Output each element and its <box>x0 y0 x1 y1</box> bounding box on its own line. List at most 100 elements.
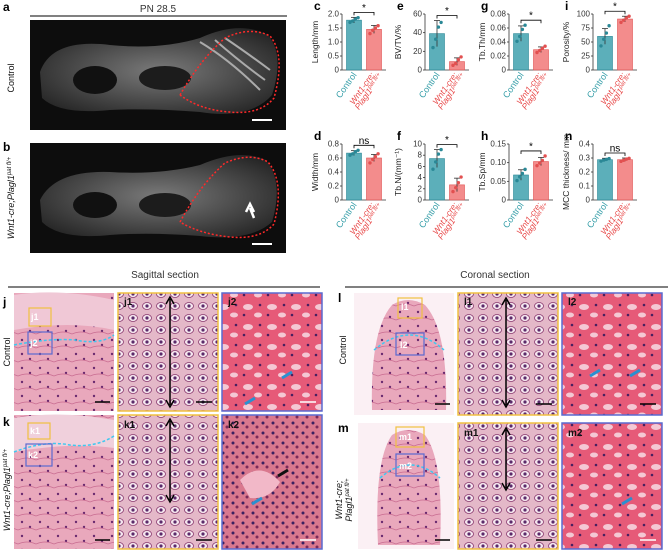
y-tick-label: 0.2 <box>579 168 591 177</box>
y-tick-label: 6 <box>418 162 423 171</box>
row-label-mutant-line1: Wnt1-cre; <box>334 480 344 520</box>
panel-letter-e: e <box>397 0 404 13</box>
inset-box-2 <box>395 332 425 356</box>
data-point <box>348 20 352 25</box>
bar-mutant <box>533 161 549 201</box>
significance-bracket <box>520 150 542 154</box>
panel-k: k Wnt1-cre;Plagl1pat fl/+ k1 k2 k1 k2 <box>2 414 323 550</box>
data-point <box>622 18 626 22</box>
data-point <box>535 50 539 55</box>
ct-cavity <box>139 193 191 217</box>
inset-box-2 <box>25 443 53 467</box>
y-axis-label: Tb.N/(mm⁻¹) <box>393 148 403 196</box>
data-point <box>622 158 626 162</box>
inset-box-1 <box>395 426 425 448</box>
panel-letter-n: n <box>565 129 572 143</box>
bar-mutant <box>366 29 382 71</box>
data-point <box>434 160 438 164</box>
data-point <box>368 161 372 165</box>
y-tick-label: 0 <box>418 66 423 75</box>
inset-box-1 <box>28 307 52 327</box>
ct-cavity <box>73 192 117 218</box>
y-tick-label: 25 <box>581 52 590 61</box>
y-tick-label: 100 <box>577 10 591 19</box>
y-tick-label: 0 <box>502 66 507 75</box>
condyle-shape <box>377 430 441 545</box>
significance-label: * <box>529 11 533 22</box>
arrow-icon <box>244 201 256 219</box>
bar-control <box>346 19 362 71</box>
y-tick-label: 4 <box>418 173 423 182</box>
data-point <box>520 27 525 32</box>
histology-inset-l2 <box>561 292 663 416</box>
data-point <box>599 159 603 163</box>
y-tick-label: 0 <box>586 196 591 205</box>
arrowhead <box>165 417 175 504</box>
data-point <box>523 167 527 172</box>
inset-box-2 <box>27 331 53 355</box>
data-point <box>456 58 461 62</box>
y-tick-label: 0.02 <box>490 52 506 61</box>
inset-box-1 <box>397 297 423 319</box>
data-point <box>451 189 455 194</box>
bar-charts: cLength/mm00.51.01.52.0*ControlWnt1-cre;… <box>310 0 637 241</box>
data-point <box>602 37 606 41</box>
data-point <box>619 159 623 164</box>
y-tick-label: 20 <box>413 47 422 56</box>
data-point <box>371 28 375 32</box>
data-point <box>604 31 609 35</box>
chart-i: iPorosity/%0255075100*ControlWnt1-cre;Pl… <box>561 0 637 111</box>
arrow-icon <box>629 368 641 378</box>
data-point <box>436 152 441 156</box>
y-tick-label: 0.4 <box>328 168 340 177</box>
y-tick-label: 2.0 <box>328 10 340 19</box>
bone-fragment <box>240 470 280 499</box>
data-point <box>627 156 631 160</box>
significance-bracket <box>436 144 458 148</box>
panel-letter-m: m <box>338 421 349 435</box>
y-tick-label: 8 <box>418 151 423 160</box>
data-point <box>604 157 609 162</box>
coronal-section-title: Coronal section <box>460 270 529 281</box>
ct-cavity <box>139 66 191 90</box>
panel-j: j Control j1 j2 j1 j2 <box>2 292 323 412</box>
significance-label: * <box>445 135 449 146</box>
histology-inset-k1 <box>117 414 219 550</box>
ct-cavity <box>73 66 117 94</box>
significance-label: ns <box>610 144 621 155</box>
inset-label-k2: k2 <box>28 450 38 460</box>
data-point <box>368 31 372 36</box>
sagittal-section-title: Sagittal section <box>131 270 199 281</box>
data-point <box>624 16 629 20</box>
panel-letter-k1: k1 <box>124 420 136 431</box>
data-point <box>371 157 375 162</box>
panel-letter-d: d <box>314 129 321 143</box>
data-point <box>439 147 443 152</box>
significance-bracket <box>353 11 375 16</box>
arrow-icon <box>251 496 263 506</box>
data-point <box>351 152 355 156</box>
data-point <box>431 167 435 171</box>
inset-label-m2: m2 <box>399 461 412 471</box>
arrow-icon <box>621 496 633 506</box>
data-point <box>538 48 542 53</box>
y-tick-label: 0 <box>418 196 423 205</box>
data-point <box>348 153 352 157</box>
y-axis-label: MCC thickness/ mm <box>561 134 571 210</box>
significance-label: * <box>445 6 449 17</box>
histology-inset-l1 <box>457 292 559 416</box>
panel-letter-g: g <box>481 0 488 13</box>
y-tick-label: 75 <box>581 24 590 33</box>
panel-l: l Control l1 l2 l1 l2 <box>338 291 663 416</box>
significance-bracket <box>520 19 542 24</box>
y-tick-label: 0.15 <box>490 140 506 149</box>
panel-letter-h: h <box>481 129 488 143</box>
data-point <box>627 14 631 18</box>
y-tick-label: 0.4 <box>579 140 591 149</box>
significance-bracket <box>604 152 626 156</box>
cartilage-layer <box>14 414 114 452</box>
